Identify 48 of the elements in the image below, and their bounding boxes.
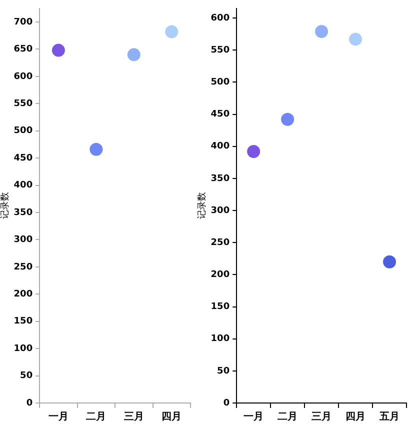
point — [247, 144, 260, 158]
y-tick-label: 200 — [210, 270, 230, 280]
y-tick-label: 300 — [14, 235, 33, 246]
y-tick-label: 400 — [14, 180, 33, 191]
y-tick-label: 0 — [26, 398, 33, 408]
y-tick-label: 650 — [14, 44, 33, 55]
y-axis-title: 记录数 — [196, 192, 208, 220]
y-tick-label: 500 — [210, 78, 230, 88]
y-tick-label: 100 — [210, 334, 230, 344]
y-tick-label: 600 — [210, 13, 230, 24]
x-tick-label: 二月 — [86, 412, 106, 423]
point — [315, 25, 328, 38]
x-tick-label: 三月 — [124, 412, 144, 423]
point — [127, 48, 140, 62]
point — [383, 255, 396, 268]
y-tick-label: 250 — [210, 238, 230, 248]
x-tick-label: 一月 — [48, 412, 68, 423]
x-tick-label: 三月 — [312, 412, 332, 423]
x-tick-label: 二月 — [278, 412, 298, 423]
y-tick-label: 100 — [14, 344, 33, 354]
y-tick-label: 600 — [14, 72, 33, 82]
y-tick-label: 300 — [210, 206, 230, 216]
y-tick-label: 50 — [217, 366, 230, 376]
y-tick-label: 700 — [14, 17, 33, 28]
y-tick-label: 550 — [210, 45, 230, 56]
point — [165, 25, 178, 38]
x-tick-label: 一月 — [244, 412, 264, 423]
y-tick-label: 450 — [210, 110, 230, 120]
y-axis-title: 记录数 — [0, 192, 11, 220]
y-tick-label: 200 — [14, 289, 33, 300]
point — [52, 44, 65, 57]
x-tick-label: 四月 — [346, 412, 366, 423]
y-tick-label: 150 — [210, 302, 230, 312]
y-tick-label: 350 — [14, 208, 33, 218]
y-tick-label: 450 — [14, 153, 33, 164]
y-tick-label: 50 — [20, 371, 33, 382]
y-tick-label: 0 — [223, 398, 230, 408]
point — [349, 32, 362, 46]
y-tick-label: 500 — [14, 126, 33, 136]
y-tick-label: 350 — [210, 174, 230, 184]
point — [90, 142, 103, 156]
x-tick-label: 四月 — [162, 412, 182, 423]
point — [281, 112, 294, 126]
x-tick-label: 五月 — [378, 412, 400, 423]
y-tick-label: 150 — [14, 316, 33, 327]
y-tick-label: 550 — [14, 98, 33, 109]
y-tick-label: 250 — [14, 262, 33, 272]
y-tick-label: 400 — [210, 142, 230, 152]
